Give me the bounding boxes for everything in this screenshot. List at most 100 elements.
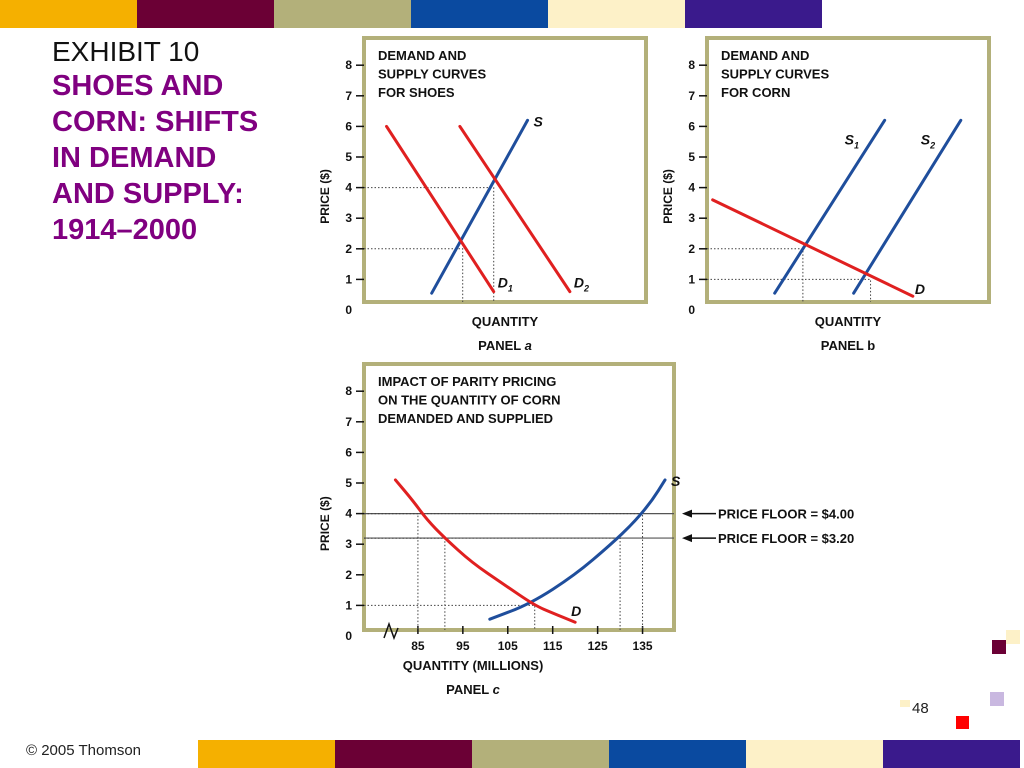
y-tick-label: 4	[345, 181, 352, 195]
page-number: 48	[912, 700, 929, 717]
y-tick-label: 8	[688, 58, 695, 72]
y-axis-label: PRICE ($)	[661, 169, 675, 224]
panel-label-word: PANEL	[821, 338, 867, 353]
panel-letter: a	[525, 338, 532, 353]
x-axis-label: QUANTITY (MILLIONS)	[403, 658, 544, 673]
headline-line-3: IN DEMAND	[52, 142, 217, 174]
series-label-subscript: 2	[929, 140, 935, 150]
y-tick-label: 7	[345, 89, 352, 103]
top-stripe-block	[685, 0, 822, 28]
y-tick-label: 3	[688, 211, 695, 225]
headline-line-5: 1914–2000	[52, 214, 198, 246]
charts-canvas: 0 1 2 3 4 5 6 7 8 PRICE ($) DEMAND AND SUPPLY CURVE…	[318, 36, 991, 697]
y-tick-label: 5	[345, 476, 352, 490]
chart-title-line: FOR SHOES	[378, 85, 455, 100]
decor-square-lavender	[990, 692, 1004, 706]
bottom-stripe-block	[198, 740, 335, 768]
slide-title-block: EXHIBIT 10 SHOES AND CORN: SHIFTS IN DEM…	[52, 36, 312, 248]
top-color-stripe	[0, 0, 822, 28]
headline-line-1: SHOES AND	[52, 70, 224, 102]
guide-dotted-line	[364, 537, 621, 630]
decor-square-cream-small	[900, 700, 910, 707]
top-stripe-block	[548, 0, 685, 28]
chart-title-line: DEMAND AND	[721, 48, 809, 63]
series-line-d	[393, 478, 577, 624]
chart-frame	[362, 362, 676, 632]
x-tick-label: 125	[588, 639, 608, 653]
guide-dotted-line	[364, 604, 536, 630]
chart-panel-c: 0 1 2 3 4 5 6 7 8 PRICE ($) IMPACT OF PARITY PRICI…	[318, 362, 854, 697]
y-tick-label: 7	[345, 415, 352, 429]
series-label-subscript: 1	[508, 284, 513, 294]
chart-frame	[362, 36, 648, 304]
decor-square-red	[956, 716, 969, 729]
y-tick-label: 6	[345, 445, 352, 459]
guide-dotted-line	[364, 248, 464, 302]
y-tick-label: 3	[345, 211, 352, 225]
bottom-stripe-block	[472, 740, 609, 768]
series-label-subscript: 1	[854, 140, 859, 150]
chart-frame	[705, 36, 991, 304]
y-tick-label: 4	[345, 507, 352, 521]
x-axis-label: QUANTITY	[815, 314, 882, 329]
y-tick-label: 0	[688, 303, 695, 317]
y-tick-label: 1	[345, 272, 352, 286]
series-label: D	[915, 281, 925, 297]
bottom-stripe-block	[883, 740, 1020, 768]
x-tick-label: 135	[633, 639, 653, 653]
panel-label-word: PANEL	[478, 338, 524, 353]
y-tick-label: 8	[345, 58, 352, 72]
price-floor-label: PRICE FLOOR = $3.20	[718, 531, 854, 546]
guide-dotted-line	[364, 187, 495, 302]
y-tick-label: 6	[688, 119, 695, 133]
y-axis-label: PRICE ($)	[318, 496, 332, 551]
y-tick-label: 2	[688, 242, 695, 256]
chart-title-line: DEMAND AND	[378, 48, 466, 63]
bottom-stripe-block	[335, 740, 472, 768]
y-tick-label: 5	[345, 150, 352, 164]
y-tick-label: 8	[345, 384, 352, 398]
x-tick-label: 105	[498, 639, 518, 653]
y-tick-label: 4	[688, 181, 695, 195]
chart-title-line: SUPPLY CURVES	[378, 67, 486, 82]
bottom-stripe-block	[609, 740, 746, 768]
panel-label: PANEL a	[478, 338, 532, 353]
x-tick-label: 115	[543, 639, 563, 653]
series-line-s	[488, 478, 667, 621]
series-label: D	[571, 603, 581, 619]
series-label-subscript: 2	[583, 284, 589, 294]
series-line-d	[711, 198, 915, 298]
series-label: S	[534, 113, 544, 129]
price-floor-arrowhead	[682, 509, 692, 518]
series-line-s2	[852, 118, 963, 295]
y-tick-label: 2	[345, 568, 352, 582]
chart-panel-b: 0 1 2 3 4 5 6 7 8 PRICE ($) DEMAND AND SUPPLY CURVE…	[661, 36, 991, 353]
headline-line-2: CORN: SHIFTS	[52, 106, 259, 138]
y-axis-label: PRICE ($)	[318, 169, 332, 224]
exhibit-label: EXHIBIT 10	[52, 36, 200, 67]
panel-letter: b	[867, 338, 875, 353]
chart-title-line: IMPACT OF PARITY PRICING	[378, 374, 556, 389]
decor-square-maroon	[992, 640, 1006, 654]
x-axis-label: QUANTITY	[472, 314, 539, 329]
chart-title-line: SUPPLY CURVES	[721, 67, 829, 82]
chart-panel-a: 0 1 2 3 4 5 6 7 8 PRICE ($) DEMAND AND SUPPLY CURVE…	[318, 36, 648, 353]
y-tick-label: 2	[345, 242, 352, 256]
chart-title-line: DEMANDED AND SUPPLIED	[378, 411, 553, 426]
top-stripe-block	[411, 0, 548, 28]
top-stripe-block	[137, 0, 274, 28]
series-line-s1	[773, 118, 887, 295]
top-stripe-block	[274, 0, 411, 28]
panel-label: PANEL c	[446, 682, 500, 697]
headline-line-4: AND SUPPLY:	[52, 178, 244, 210]
decor-square-cream	[1006, 630, 1020, 644]
chart-title-line: FOR CORN	[721, 85, 790, 100]
y-tick-label: 7	[688, 89, 695, 103]
y-tick-label: 5	[688, 150, 695, 164]
price-floor-label: PRICE FLOOR = $4.00	[718, 507, 854, 522]
copyright-text: © 2005 Thomson	[26, 742, 142, 759]
series-line-d2	[458, 124, 572, 294]
top-stripe-block	[0, 0, 137, 28]
chart-title-line: ON THE QUANTITY OF CORN	[378, 393, 560, 408]
price-floor-arrowhead	[682, 534, 692, 543]
